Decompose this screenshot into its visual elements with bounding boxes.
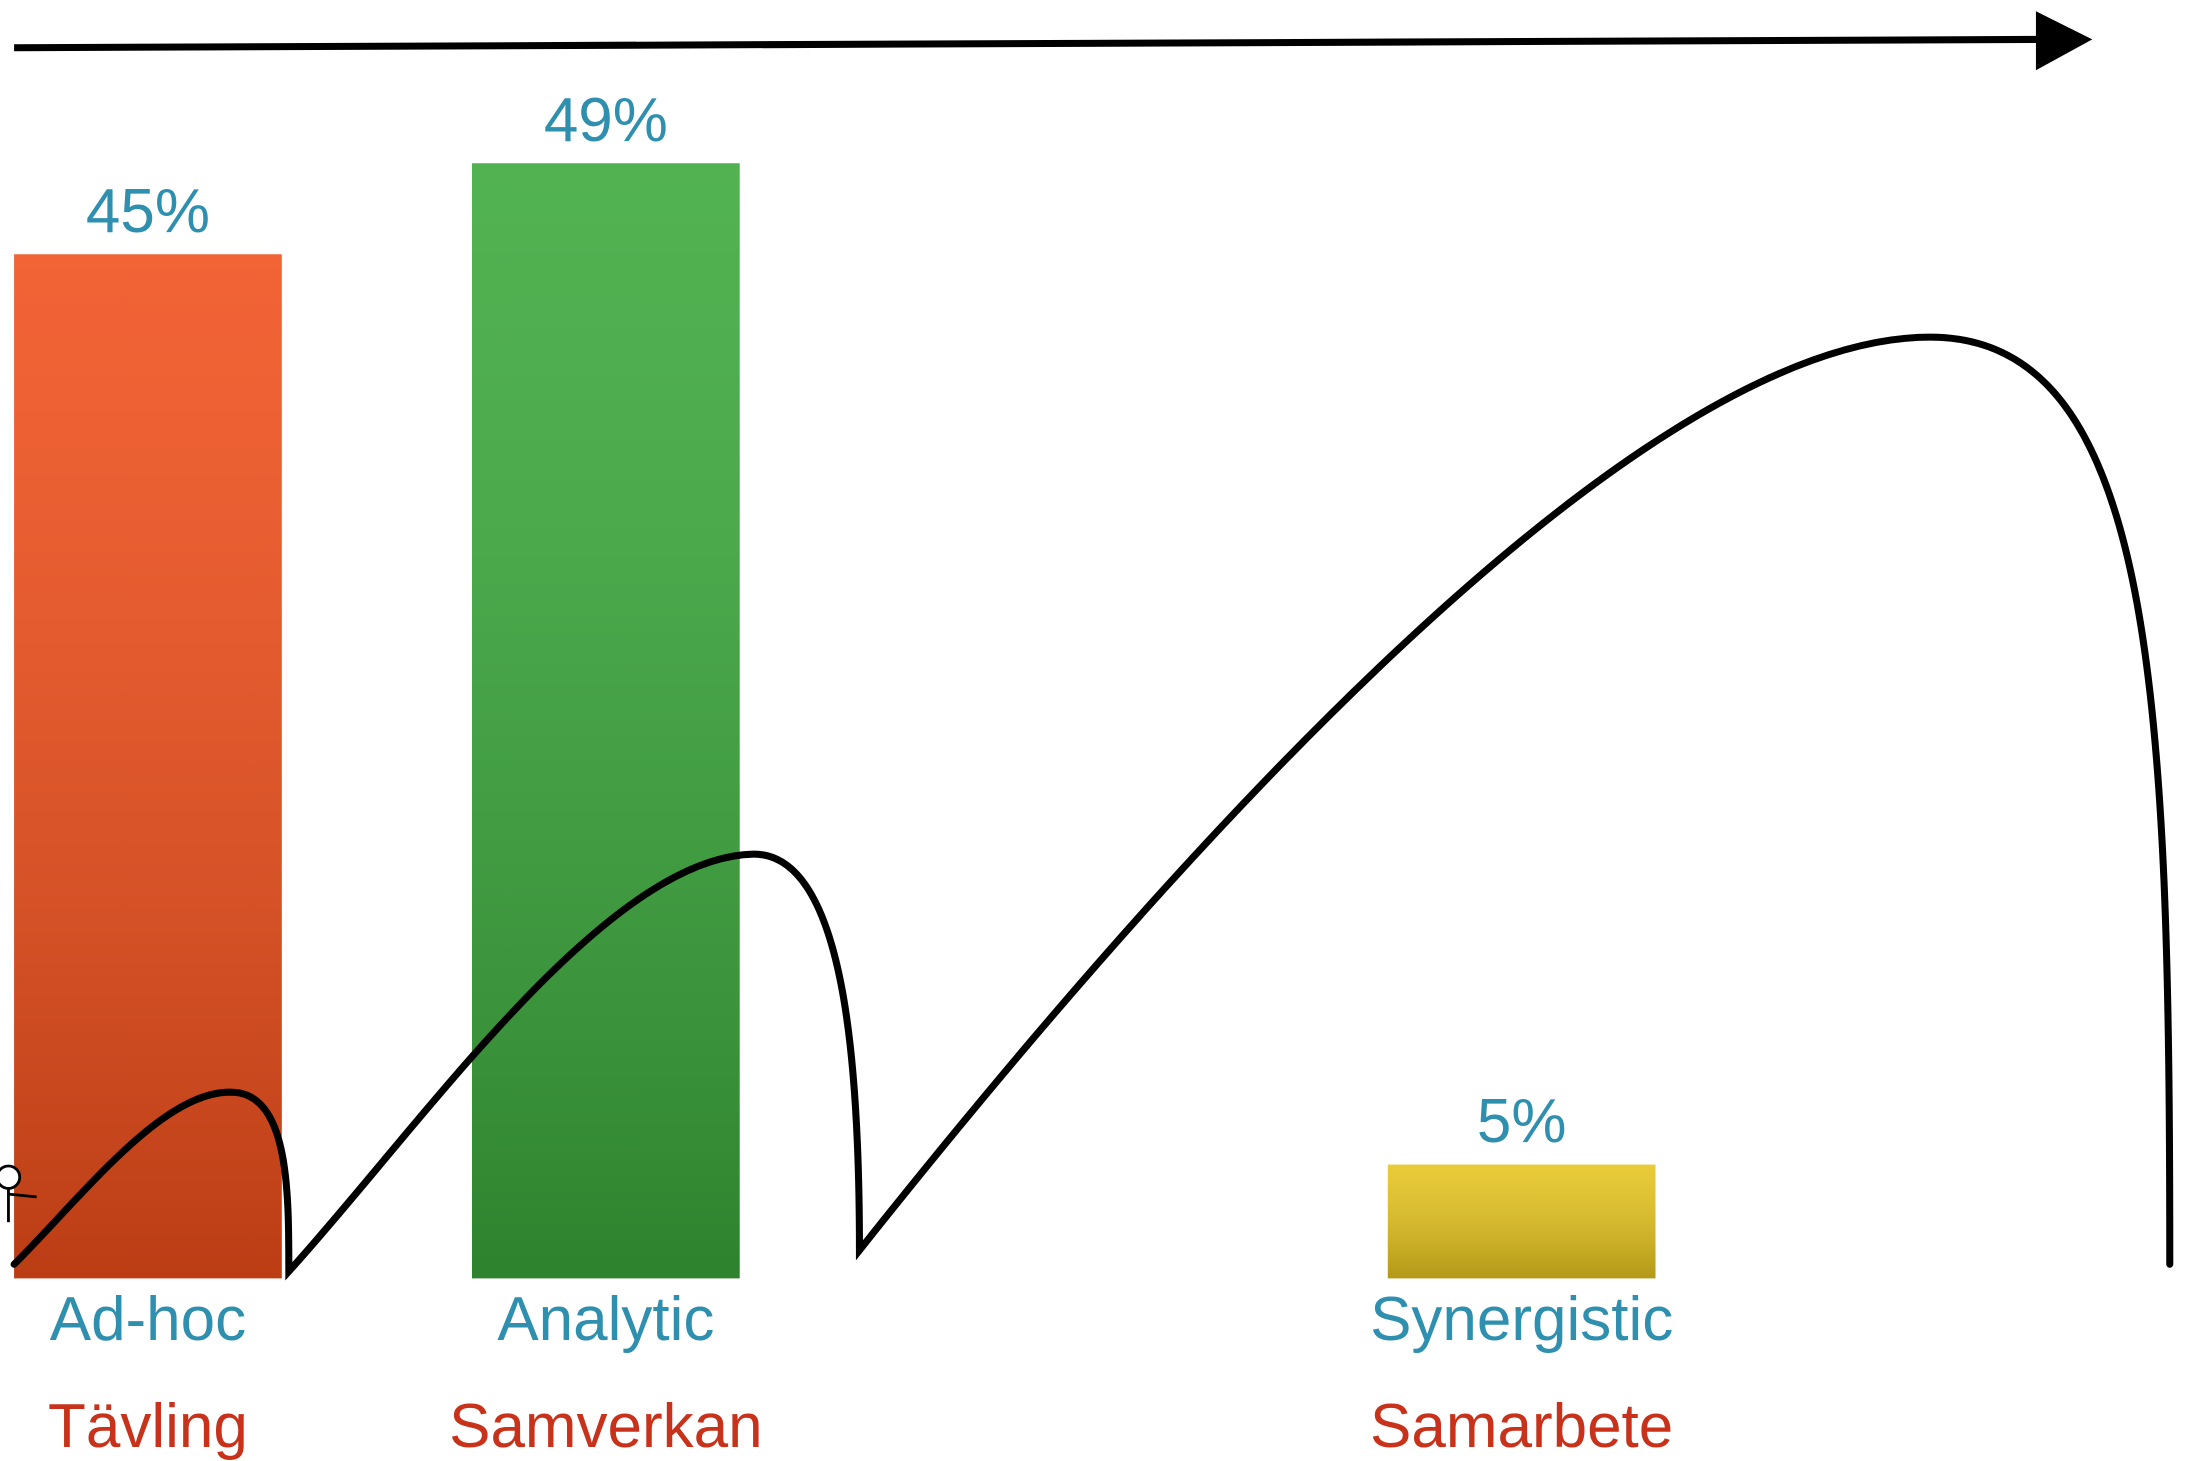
bars: 45% Ad-hoc Tävling 49% Analytic Samverkan 5% Sy… xyxy=(14,86,1673,1461)
value-label: 45% xyxy=(86,177,210,246)
bar-shade xyxy=(472,163,740,1278)
sketch-curve xyxy=(14,337,2170,1271)
arrow-head xyxy=(2036,11,2092,70)
category-label: Synergistic xyxy=(1370,1285,1673,1354)
subcategory-label: Samverkan xyxy=(449,1392,762,1461)
arrow-line xyxy=(14,39,2057,47)
bar-shade xyxy=(14,254,282,1278)
category-label: Analytic xyxy=(497,1285,714,1354)
bar-shade xyxy=(1388,1165,1656,1279)
page: {"chart_data": {"type": "bar", "categori… xyxy=(0,0,2205,1461)
category-label: Ad-hoc xyxy=(50,1285,246,1354)
value-label: 5% xyxy=(1477,1087,1567,1156)
chart: 45% Ad-hoc Tävling 49% Analytic Samverkan 5% Sy… xyxy=(0,0,2205,1461)
value-label: 49% xyxy=(544,86,668,155)
subcategory-label: Samarbete xyxy=(1370,1392,1673,1461)
subcategory-label: Tävling xyxy=(48,1392,248,1461)
